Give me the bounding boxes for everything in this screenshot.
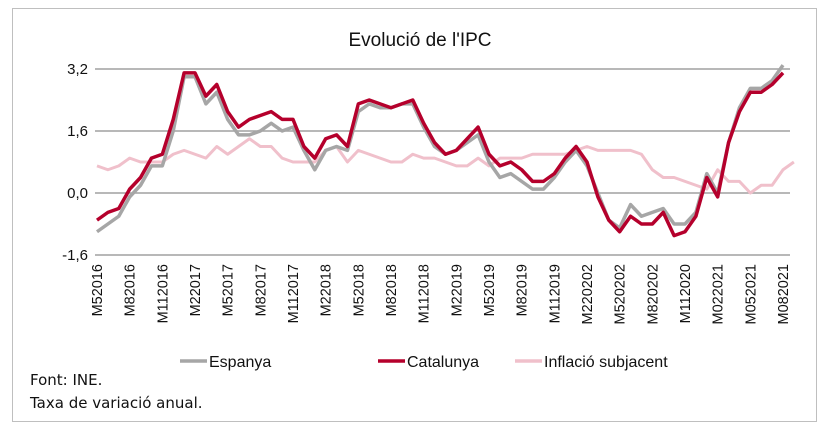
x-tick-label: M82018	[384, 264, 400, 316]
x-tick-label: M52018	[351, 264, 367, 316]
legend-label: Catalunya	[407, 354, 479, 371]
series-line-inflació-subjacent	[96, 137, 795, 195]
legend-label: Inflació subjacent	[544, 354, 668, 371]
y-tick-label: 1,6	[67, 123, 88, 140]
x-tick-label: M22018	[319, 264, 335, 316]
x-tick-label: M112016	[155, 264, 171, 323]
x-tick-label: M52016	[90, 264, 106, 316]
x-tick-label: M022021	[711, 264, 727, 324]
x-tick-label: M52017	[221, 264, 237, 316]
x-tick-label: M112017	[286, 264, 302, 323]
x-tick-label: M52019	[482, 264, 498, 316]
x-tick-label: M112018	[417, 264, 433, 323]
x-tick-label: M820202	[645, 264, 661, 324]
source-note: Font: INE.	[30, 371, 103, 389]
chart-frame	[12, 8, 817, 422]
x-tick-label: M22017	[188, 264, 204, 316]
y-tick-label: -1,6	[62, 247, 88, 264]
x-tick-label: M052021	[743, 264, 759, 324]
y-tick-label: 0,0	[67, 185, 88, 202]
x-tick-label: M220202	[580, 264, 596, 324]
x-tick-label: M82017	[253, 264, 269, 316]
units-note: Taxa de variació anual.	[30, 394, 203, 412]
y-tick-label: 3,2	[67, 61, 88, 78]
chart-title: Evolució de l'IPC	[348, 30, 491, 51]
x-tick-label: M112020	[678, 264, 694, 323]
x-tick-label: M82016	[123, 264, 139, 316]
x-tick-label: M082021	[776, 264, 792, 324]
x-tick-label: M22019	[449, 264, 465, 316]
x-tick-label: M82019	[515, 264, 531, 316]
series-line-catalunya	[95, 71, 785, 238]
x-tick-label: M520202	[613, 264, 629, 324]
x-tick-label: M112019	[547, 264, 563, 323]
legend-label: Espanya	[209, 354, 271, 371]
